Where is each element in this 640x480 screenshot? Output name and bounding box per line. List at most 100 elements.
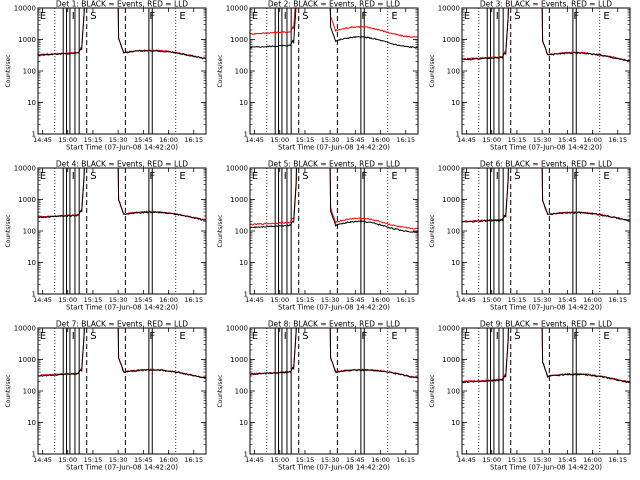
event-marker-letter: S [302, 171, 308, 182]
x-tick-label: 15:15 [296, 456, 315, 464]
x-tick-label: 16:00 [159, 456, 178, 464]
y-tick-label: 100 [235, 228, 248, 236]
y-tick-label: 100 [447, 228, 460, 236]
x-tick-label: 14:45 [457, 296, 476, 304]
x-axis-label: Start Time (07-Jun-08 14:42:20) [66, 304, 178, 312]
detector-panel-9: Det 9: BLACK = Events, RED = LLD Counts/s… [429, 320, 631, 472]
y-tick-label: 1000 [442, 356, 460, 364]
y-tick-label: 10 [451, 419, 460, 427]
y-tick-label: 10 [27, 419, 36, 427]
x-tick-label: 16:15 [184, 456, 203, 464]
event-marker-letter: F [149, 171, 155, 182]
y-tick-label: 1000 [442, 36, 460, 44]
x-tick-label: 16:00 [583, 456, 602, 464]
plot-frame [249, 7, 419, 135]
y-tick-label: 10000 [226, 165, 248, 173]
event-marker-letter: E [603, 11, 609, 22]
panel-title: Det 4: BLACK = Events, RED = LLD [56, 160, 188, 169]
event-marker-letter: E [391, 331, 397, 342]
y-tick-label: 10000 [14, 165, 36, 173]
x-tick-label: 14:45 [245, 136, 264, 144]
x-tick-label: 14:45 [33, 136, 52, 144]
plot-frame [249, 327, 419, 455]
y-tick-label: 10 [239, 419, 248, 427]
plot-frame [37, 327, 207, 455]
event-marker-letter: S [302, 331, 308, 342]
detector-panel-5: Det 5: BLACK = Events, RED = LLD Counts/s… [217, 160, 419, 312]
y-tick-label: 1000 [230, 356, 248, 364]
x-axis-label: Start Time (07-Jun-08 14:42:20) [278, 464, 390, 472]
x-tick-label: 15:15 [296, 136, 315, 144]
y-axis-label: Counts/sec [5, 374, 12, 407]
y-tick-label: 1 [32, 131, 36, 139]
y-tick-label: 10000 [438, 5, 460, 13]
y-tick-label: 100 [23, 228, 36, 236]
event-marker-letter: E [40, 11, 46, 22]
event-marker-letter: S [302, 11, 308, 22]
x-tick-label: 15:45 [558, 296, 577, 304]
plot-frame [461, 167, 631, 295]
series-lld-red [250, 168, 418, 230]
x-tick-label: 15:00 [482, 456, 501, 464]
x-axis-label: Start Time (07-Jun-08 14:42:20) [490, 304, 602, 312]
event-marker-letter: S [90, 11, 96, 22]
detector-panel-2: Det 2: BLACK = Events, RED = LLD Counts/s… [217, 0, 419, 152]
y-tick-label: 10 [27, 259, 36, 267]
event-marker-letter: I [284, 331, 287, 342]
event-marker-letter: E [464, 331, 470, 342]
x-tick-label: 16:15 [396, 136, 415, 144]
x-tick-label: 15:30 [321, 296, 340, 304]
y-tick-label: 1 [32, 451, 36, 459]
y-tick-label: 10000 [14, 325, 36, 333]
x-tick-label: 15:30 [109, 456, 128, 464]
plot-frame [37, 7, 207, 135]
x-tick-label: 15:00 [58, 296, 77, 304]
panel-data [38, 8, 206, 60]
x-axis-label: Start Time (07-Jun-08 14:42:20) [490, 144, 602, 152]
x-tick-label: 15:15 [84, 136, 103, 144]
event-marker-letter: F [361, 11, 367, 22]
event-marker-letter: E [40, 331, 46, 342]
x-tick-label: 15:30 [533, 296, 552, 304]
event-marker-letter: F [361, 331, 367, 342]
x-axis-label: Start Time (07-Jun-08 14:42:20) [278, 304, 390, 312]
detector-panel-4: Det 4: BLACK = Events, RED = LLD Counts/s… [5, 160, 207, 312]
panel-data [250, 168, 418, 234]
y-tick-label: 100 [23, 68, 36, 76]
y-tick-label: 10 [239, 99, 248, 107]
x-tick-label: 16:00 [371, 296, 390, 304]
y-axis-label: Counts/sec [5, 54, 12, 87]
x-tick-label: 15:15 [508, 296, 527, 304]
detector-panel-1: Det 1: BLACK = Events, RED = LLD Counts/s… [5, 0, 207, 152]
series-events-black [250, 328, 418, 379]
y-tick-label: 10 [451, 99, 460, 107]
x-tick-label: 15:45 [134, 296, 153, 304]
x-tick-label: 15:15 [296, 296, 315, 304]
event-marker-letter: F [573, 331, 579, 342]
x-tick-label: 15:00 [270, 296, 289, 304]
panel-data [38, 328, 206, 380]
panel-data [462, 8, 630, 62]
x-tick-label: 16:00 [159, 296, 178, 304]
event-marker-letter: I [284, 11, 287, 22]
plot-frame [37, 167, 207, 295]
y-tick-label: 100 [235, 68, 248, 76]
x-tick-label: 15:15 [84, 456, 103, 464]
x-tick-label: 15:45 [558, 136, 577, 144]
x-tick-label: 16:00 [583, 296, 602, 304]
x-tick-label: 15:00 [58, 456, 77, 464]
x-axis-label: Start Time (07-Jun-08 14:42:20) [66, 464, 178, 472]
x-tick-label: 15:30 [109, 136, 128, 144]
y-axis-label: Counts/sec [217, 374, 224, 407]
x-tick-label: 15:30 [533, 136, 552, 144]
event-marker-letter: E [179, 11, 185, 22]
y-tick-label: 1 [456, 451, 460, 459]
event-marker-letter: F [573, 11, 579, 22]
x-tick-label: 14:45 [33, 296, 52, 304]
y-tick-label: 1000 [230, 196, 248, 204]
x-tick-label: 16:15 [396, 456, 415, 464]
event-marker-letter: I [496, 331, 499, 342]
y-axis-label: Counts/sec [5, 214, 12, 247]
y-tick-label: 1 [244, 291, 248, 299]
x-tick-label: 15:45 [346, 136, 365, 144]
